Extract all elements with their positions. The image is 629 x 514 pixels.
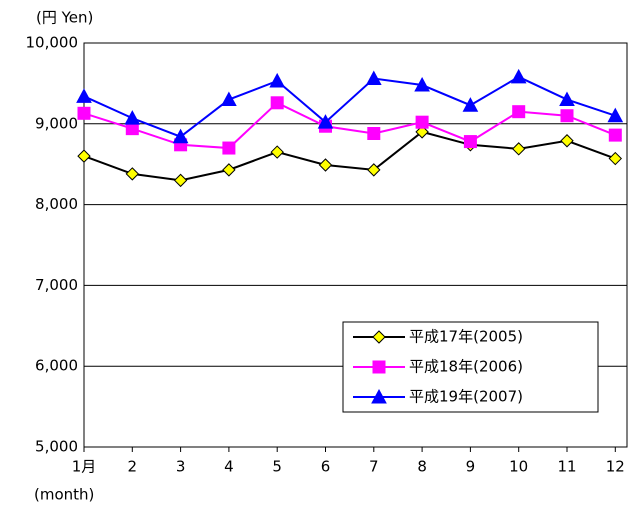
data-point: [222, 163, 236, 177]
data-point: [77, 149, 91, 163]
x-tick-label: 10: [509, 458, 528, 476]
y-tick-label: 8,000: [35, 195, 78, 213]
data-point: [222, 141, 236, 155]
x-tick-label: 6: [321, 458, 331, 476]
y-tick-label: 5,000: [35, 438, 78, 456]
y-axis-label: (円 Yen): [36, 9, 93, 27]
data-point: [559, 91, 575, 107]
data-point: [317, 114, 334, 129]
data-point: [414, 76, 430, 92]
data-point: [415, 125, 429, 139]
data-point: [365, 70, 382, 86]
legend-label: 平成17年(2005): [409, 328, 523, 346]
data-point: [512, 105, 526, 119]
data-point: [367, 163, 381, 177]
data-point: [608, 151, 623, 166]
x-tick-label: 3: [176, 458, 186, 476]
legend-marker: [372, 360, 386, 374]
data-point: [415, 115, 429, 129]
y-tick-label: 10,000: [26, 34, 79, 52]
data-point: [269, 72, 286, 88]
data-point: [76, 88, 92, 103]
data-point: [125, 167, 140, 181]
data-point: [510, 68, 527, 84]
data-point: [270, 145, 284, 159]
x-tick-label: 7: [369, 458, 379, 476]
legend-label: 平成18年(2006): [409, 358, 523, 376]
x-tick-label: 8: [417, 458, 427, 476]
x-tick-label: 2: [128, 458, 138, 476]
plot-border: [83, 42, 628, 448]
y-tick-label: 6,000: [35, 357, 78, 375]
legend-marker: [372, 330, 386, 344]
x-tick-label: 9: [466, 458, 476, 476]
data-point: [318, 158, 333, 172]
data-point: [77, 106, 91, 120]
series-line: [83, 130, 616, 182]
data-point: [221, 91, 237, 107]
legend-marker: [371, 388, 387, 404]
data-point: [560, 109, 574, 123]
x-tick-label: 4: [224, 458, 234, 476]
data-point: [173, 173, 188, 188]
x-tick-label: 11: [557, 458, 576, 476]
series-line: [83, 75, 616, 138]
data-point: [608, 128, 622, 142]
data-point: [172, 128, 189, 144]
x-axis-label: (month): [34, 486, 94, 504]
data-point: [607, 107, 624, 123]
x-tick-label: 5: [272, 458, 282, 476]
y-tick-label: 9,000: [35, 114, 78, 132]
x-tick-label: 12: [606, 458, 625, 476]
data-point: [270, 96, 284, 110]
data-point: [124, 110, 141, 125]
data-point: [367, 126, 381, 140]
data-point: [560, 134, 574, 148]
x-tick-label: 1月: [72, 458, 97, 476]
series-line: [83, 101, 616, 150]
y-tick-label: 7,000: [35, 276, 78, 294]
data-point: [462, 97, 479, 112]
data-point: [463, 135, 477, 149]
legend-label: 平成19年(2007): [409, 388, 523, 406]
data-point: [511, 142, 526, 156]
